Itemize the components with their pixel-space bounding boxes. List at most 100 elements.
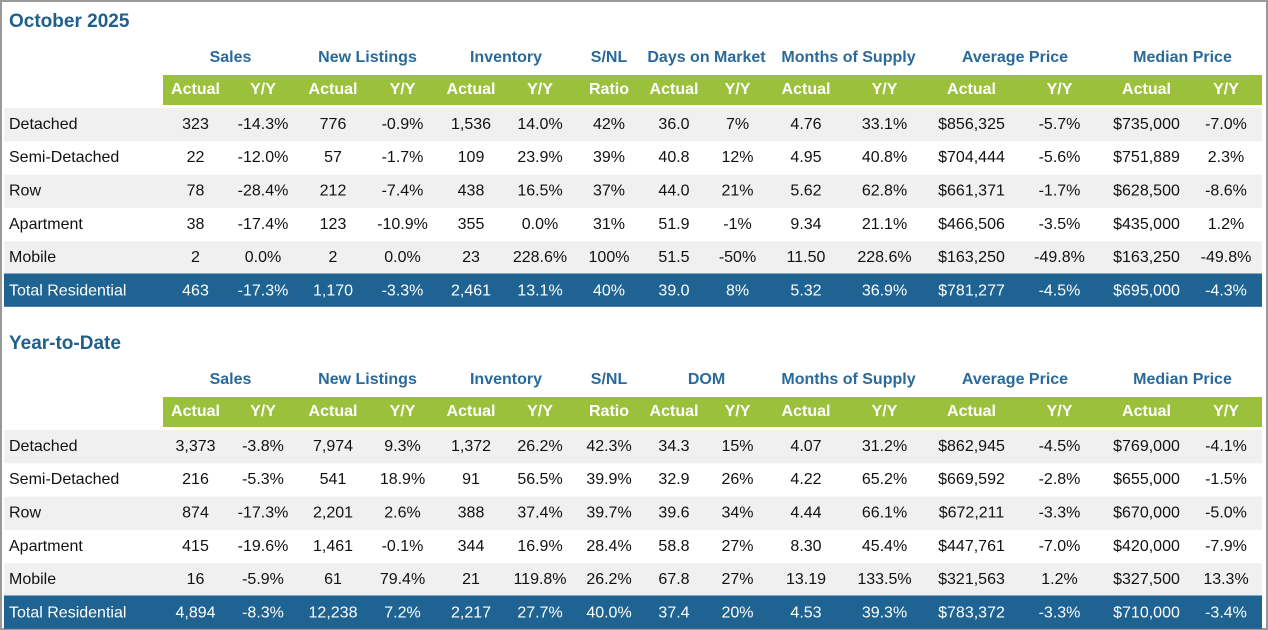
subheader: Y/Y [527,81,553,98]
cell: $321,563 [938,571,1005,588]
cell: -4.3% [1205,282,1247,299]
cell: 12,238 [309,604,358,621]
cell: 39.9% [586,471,631,488]
subheader: Actual [947,403,996,420]
subheader: Actual [650,403,699,420]
cell: 34.3 [658,438,689,455]
cell: 1,170 [313,282,353,299]
cell: 4.07 [790,438,821,455]
cell: 27% [721,571,753,588]
cell: 4.53 [790,604,821,621]
row-label: Apartment [9,538,83,555]
cell: 40.8 [658,149,689,166]
cell: 0.0% [384,249,420,266]
cell: 18.9% [380,471,425,488]
cell: 36.9% [862,282,907,299]
cell: -2.8% [1039,471,1081,488]
cell: 39.7% [586,504,631,521]
cell: 57 [324,149,342,166]
cell: 4.95 [790,149,821,166]
cell: 33.1% [862,116,907,133]
row-label: Detached [9,438,78,455]
cell: 323 [182,116,209,133]
cell: 31.2% [862,438,907,455]
cell: 15% [721,438,753,455]
group-header: Average Price [962,371,1068,388]
cell: 26% [721,471,753,488]
cell: 40% [593,282,625,299]
section-title: October 2025 [9,11,130,32]
cell: $862,945 [938,438,1005,455]
cell: 56.5% [517,471,562,488]
subheader: Actual [309,81,358,98]
cell: 23 [462,249,480,266]
row-band [4,563,1262,597]
row-label: Detached [9,116,78,133]
cell: -5.0% [1205,504,1247,521]
cell: 9.34 [790,216,821,233]
subheader: Actual [309,403,358,420]
cell: $661,371 [938,182,1005,199]
cell: -0.1% [382,538,424,555]
cell: 776 [320,116,347,133]
cell: 4.22 [790,471,821,488]
cell: -8.3% [242,604,284,621]
cell: 7,974 [313,438,353,455]
cell: 38 [187,216,205,233]
row-band [4,174,1262,208]
cell: $628,500 [1113,182,1180,199]
cell: 388 [458,504,485,521]
cell: -14.3% [238,116,289,133]
cell: 37.4 [658,604,689,621]
cell: 42% [593,116,625,133]
subheader: Actual [650,81,699,98]
cell: 37% [593,182,625,199]
cell: $704,444 [938,149,1005,166]
subheader: Y/Y [1213,403,1239,420]
cell: -4.5% [1039,282,1081,299]
cell: 40.0% [586,604,631,621]
cell: $769,000 [1113,438,1180,455]
subheader: Y/Y [390,403,416,420]
cell: 21 [462,571,480,588]
group-header: Average Price [962,49,1068,66]
cell: -7.9% [1205,538,1247,555]
cell: 27% [721,538,753,555]
cell: 133.5% [857,571,911,588]
group-header: Inventory [470,49,542,66]
cell: 8.30 [790,538,821,555]
cell: 39.3% [862,604,907,621]
cell: -7.0% [1205,116,1247,133]
cell: 39% [593,149,625,166]
cell: 14.0% [517,116,562,133]
subheader: Y/Y [725,403,751,420]
subheader: Y/Y [1047,81,1073,98]
cell: -3.3% [382,282,424,299]
cell: 45.4% [862,538,907,555]
row-label: Mobile [9,571,56,588]
cell: $163,250 [938,249,1005,266]
cell: -3.3% [1039,504,1081,521]
cell: $781,277 [938,282,1005,299]
cell: 463 [182,282,209,299]
cell: 34% [721,504,753,521]
cell: $856,325 [938,116,1005,133]
cell: 109 [458,149,485,166]
cell: 7.2% [384,604,420,621]
cell: 415 [182,538,209,555]
cell: 874 [182,504,209,521]
cell: 16.9% [517,538,562,555]
cell: -1.5% [1205,471,1247,488]
cell: 228.6% [857,249,911,266]
cell: -49.8% [1034,249,1085,266]
subheader: Y/Y [872,81,898,98]
subheader: Y/Y [872,403,898,420]
cell: 36.0 [658,116,689,133]
row-band [4,108,1262,142]
cell: 212 [320,182,347,199]
cell: 2,461 [451,282,491,299]
cell: 13.3% [1203,571,1248,588]
cell: 228.6% [513,249,567,266]
cell: $735,000 [1113,116,1180,133]
